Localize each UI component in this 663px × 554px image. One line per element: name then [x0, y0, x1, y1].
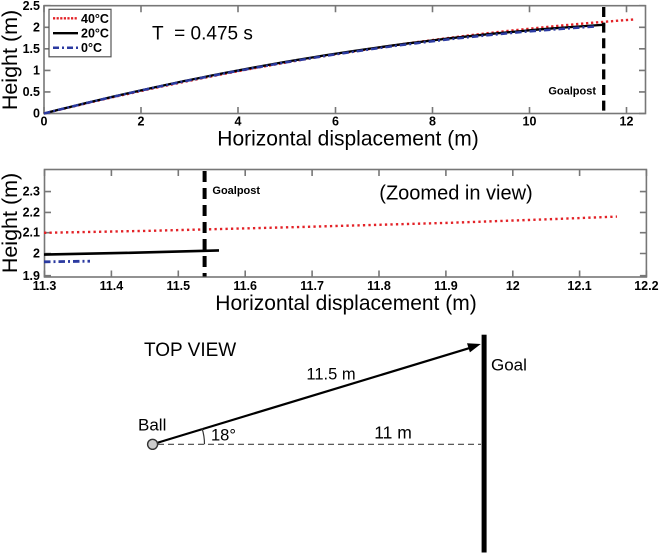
- svg-text:20°C: 20°C: [81, 27, 109, 41]
- svg-text:11.5: 11.5: [166, 279, 190, 293]
- svg-text:2.2: 2.2: [23, 205, 40, 219]
- svg-text:2: 2: [33, 247, 40, 261]
- svg-text:Height (m): Height (m): [0, 173, 22, 273]
- svg-text:8: 8: [429, 115, 436, 129]
- svg-text:4: 4: [235, 115, 242, 129]
- svg-text:TOP VIEW: TOP VIEW: [144, 340, 236, 361]
- svg-text:11.8: 11.8: [367, 279, 391, 293]
- svg-text:2.1: 2.1: [23, 226, 40, 240]
- svg-text:6: 6: [332, 115, 339, 129]
- svg-text:1: 1: [33, 63, 40, 77]
- svg-text:11.5 m: 11.5 m: [306, 366, 355, 384]
- svg-text:2.3: 2.3: [23, 185, 40, 199]
- svg-text:(Zoomed in view): (Zoomed in view): [379, 183, 532, 205]
- svg-text:18°: 18°: [211, 427, 236, 445]
- svg-text:11.6: 11.6: [233, 279, 257, 293]
- svg-text:12.2: 12.2: [634, 279, 658, 293]
- svg-text:Goal: Goal: [491, 356, 527, 375]
- svg-text:12: 12: [620, 115, 634, 129]
- svg-text:11.4: 11.4: [100, 279, 124, 293]
- svg-text:12.1: 12.1: [567, 279, 591, 293]
- svg-text:Horizontal displacement (m): Horizontal displacement (m): [215, 292, 476, 315]
- svg-text:0: 0: [33, 107, 40, 121]
- svg-text:1.5: 1.5: [23, 42, 40, 56]
- svg-text:2.5: 2.5: [23, 0, 40, 13]
- svg-text:40°C: 40°C: [81, 12, 109, 26]
- svg-text:Horizontal displacement (m): Horizontal displacement (m): [217, 128, 478, 151]
- svg-text:0: 0: [41, 115, 48, 129]
- svg-text:2: 2: [33, 20, 40, 34]
- svg-text:2: 2: [138, 115, 145, 129]
- svg-text:Ball: Ball: [138, 416, 166, 435]
- svg-text:10: 10: [523, 115, 537, 129]
- svg-text:0.5: 0.5: [23, 85, 40, 99]
- svg-text:11 m: 11 m: [374, 423, 412, 443]
- svg-text:12: 12: [506, 279, 520, 293]
- svg-text:Goalpost: Goalpost: [212, 185, 260, 197]
- svg-text:11.3: 11.3: [33, 279, 57, 293]
- svg-text:T = 0.475 s: T = 0.475 s: [152, 24, 253, 45]
- svg-text:Goalpost: Goalpost: [548, 86, 596, 98]
- svg-text:0°C: 0°C: [81, 41, 102, 55]
- svg-text:Height (m): Height (m): [0, 10, 22, 110]
- svg-text:11.7: 11.7: [300, 279, 324, 293]
- svg-text:1.9: 1.9: [23, 269, 40, 283]
- svg-text:11.9: 11.9: [434, 279, 458, 293]
